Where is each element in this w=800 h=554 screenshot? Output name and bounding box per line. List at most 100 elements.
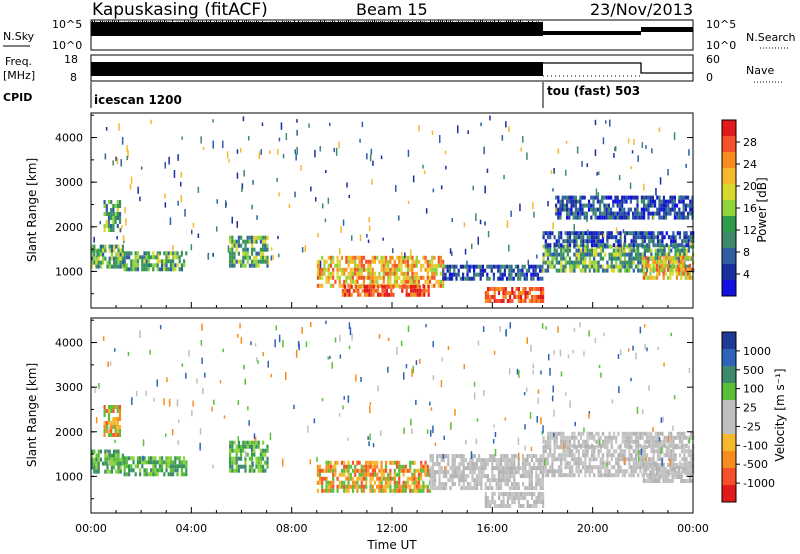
- velocity-frame: [90, 317, 694, 514]
- xtick-label: 12:00: [376, 522, 408, 535]
- velocityBar-swatch: [722, 485, 736, 503]
- nave-right-tick-bottom: 0: [706, 71, 713, 84]
- velocity-band-6: [484, 492, 545, 508]
- velocity-colorbar-label: Velocity [m s⁻¹]: [773, 368, 787, 461]
- powerBar-swatch: [722, 152, 736, 169]
- power-ylabel: Slant Range [km]: [25, 158, 39, 262]
- power-y-axis: 1000 2000 3000 4000: [55, 114, 693, 295]
- powerBar-tick-label: 24: [743, 158, 757, 171]
- powerBar-tick-label: 28: [743, 136, 757, 149]
- powerBar-swatch: [722, 168, 736, 185]
- velocity-y-axis: 1000 2000 3000 4000: [55, 319, 693, 500]
- xtick-label: 00:00: [75, 522, 107, 535]
- velocity-ytick-label: 1000: [55, 470, 83, 483]
- velocityBar-tick-label: -1000: [743, 477, 775, 490]
- time-x-axis: 00:00 04:00 08:00 12:00 16:00 20:00 00:00: [75, 302, 709, 535]
- velocity-colorbar: 1000 500 100 25 -25 -100 -500 -1000: [721, 331, 775, 503]
- power-band-10: [555, 195, 694, 220]
- velocity-data-layer: [91, 320, 695, 508]
- velocityBar-swatch: [722, 434, 736, 452]
- velocityBar-swatch: [722, 349, 736, 367]
- powerBar-swatch: [722, 120, 736, 137]
- nave-right-label: Nave: [746, 64, 774, 77]
- freq-strip: Freq. [MHz] 18 8 60 0 Nave: [3, 53, 784, 84]
- velocityBar-swatch: [722, 451, 736, 469]
- power-ytick-label: 3000: [55, 176, 83, 189]
- velocity-ytick-label: 4000: [55, 337, 83, 350]
- power-band-1: [103, 200, 122, 232]
- nsearch-trace-b: [641, 27, 693, 32]
- nsearch-right-tick-bottom: 10^0: [706, 39, 736, 52]
- velocityBar-tick-label: 500: [743, 364, 764, 377]
- nsky-left-label: N.Sky: [3, 30, 35, 43]
- power-ytick-label: 2000: [55, 221, 83, 234]
- velocity-band-9: [642, 463, 694, 483]
- velocityBar-swatch: [722, 383, 736, 401]
- xtick-label: 16:00: [476, 522, 508, 535]
- powerBar-swatch: [722, 184, 736, 201]
- velocity-panel: 1000 2000 3000 4000 Slant Range [km]: [25, 317, 695, 514]
- power-colorbar-label: Power [dB]: [755, 177, 769, 242]
- freq-trace: [91, 62, 543, 76]
- velocityBar-swatch: [722, 332, 736, 350]
- freq-left-label-line1: Freq.: [5, 55, 32, 68]
- power-scatter: [93, 115, 691, 268]
- velocity-ylabel: Slant Range [km]: [25, 363, 39, 467]
- freq-left-tick-top: 18: [64, 53, 78, 66]
- velocityBar-tick-label: 1000: [743, 345, 771, 358]
- powerBar-swatch: [722, 136, 736, 153]
- power-band-7: [484, 287, 545, 303]
- power-band-3: [229, 235, 269, 268]
- powerBar-tick-label: 20: [743, 180, 757, 193]
- powerBar-swatch: [722, 280, 736, 297]
- velocity-band-1: [103, 405, 122, 437]
- nsky-strip: N.Sky 10^5 10^0 10^5 10^0 N.Search: [3, 18, 796, 52]
- nsearch-right-tick-top: 10^5: [706, 18, 736, 31]
- velocity-band-5: [429, 454, 544, 491]
- velocity-band-0: [91, 449, 124, 474]
- power-ytick-label: 1000: [55, 265, 83, 278]
- velocityBar-tick-label: 25: [743, 402, 757, 415]
- xtick-label: 00:00: [677, 522, 709, 535]
- velocity-ytick-label: 2000: [55, 426, 83, 439]
- nsearch-trace-a: [543, 31, 641, 35]
- xtick-label: 20:00: [577, 522, 609, 535]
- xtick-label: 04:00: [175, 522, 207, 535]
- velocity-band-4: [316, 460, 432, 493]
- cpid-mode-tou: tou (fast) 503: [547, 84, 640, 98]
- velocityBar-swatch: [722, 417, 736, 435]
- nave-trace: [543, 62, 693, 74]
- power-colorbar: 28 24 20 16 12 8 4: [721, 119, 757, 297]
- velocityBar-tick-label: -100: [743, 439, 768, 452]
- freq-left-tick-bottom: 8: [70, 71, 77, 84]
- date-title: 23/Nov/2013: [590, 0, 693, 19]
- cpid-mode-icescan: icescan 1200: [94, 93, 182, 107]
- xtick-label: 08:00: [276, 522, 308, 535]
- powerBar-swatch: [722, 216, 736, 233]
- powerBar-tick-label: 4: [743, 268, 750, 281]
- power-band-0: [91, 244, 124, 269]
- velocityBar-swatch: [722, 468, 736, 486]
- velocity-scatter: [94, 320, 691, 471]
- velocityBar-swatch: [722, 400, 736, 418]
- power-band-4: [316, 255, 445, 288]
- powerBar-swatch: [722, 248, 736, 265]
- cpid-strip: CPID icescan 1200 tou (fast) 503: [3, 82, 640, 108]
- powerBar-swatch: [722, 232, 736, 249]
- power-band-2: [123, 251, 188, 272]
- power-ytick-label: 4000: [55, 132, 83, 145]
- beam-title: Beam 15: [356, 0, 428, 19]
- velocity-band-3: [229, 440, 269, 473]
- station-title: Kapuskasing (fitACF): [92, 0, 268, 20]
- velocityBar-tick-label: 100: [743, 383, 764, 396]
- powerBar-tick-label: 8: [743, 246, 750, 259]
- velocity-band-2: [123, 456, 188, 477]
- cpid-label: CPID: [3, 91, 32, 104]
- nave-right-tick-top: 60: [706, 53, 720, 66]
- velocityBar-tick-label: -25: [743, 420, 761, 433]
- time-xlabel: Time UT: [366, 538, 417, 552]
- powerBar-tick-label: 16: [743, 202, 757, 215]
- freq-left-label-line2: [MHz]: [3, 69, 35, 82]
- nsky-left-tick-top: 10^5: [52, 18, 82, 31]
- nsky-trace: [91, 22, 543, 36]
